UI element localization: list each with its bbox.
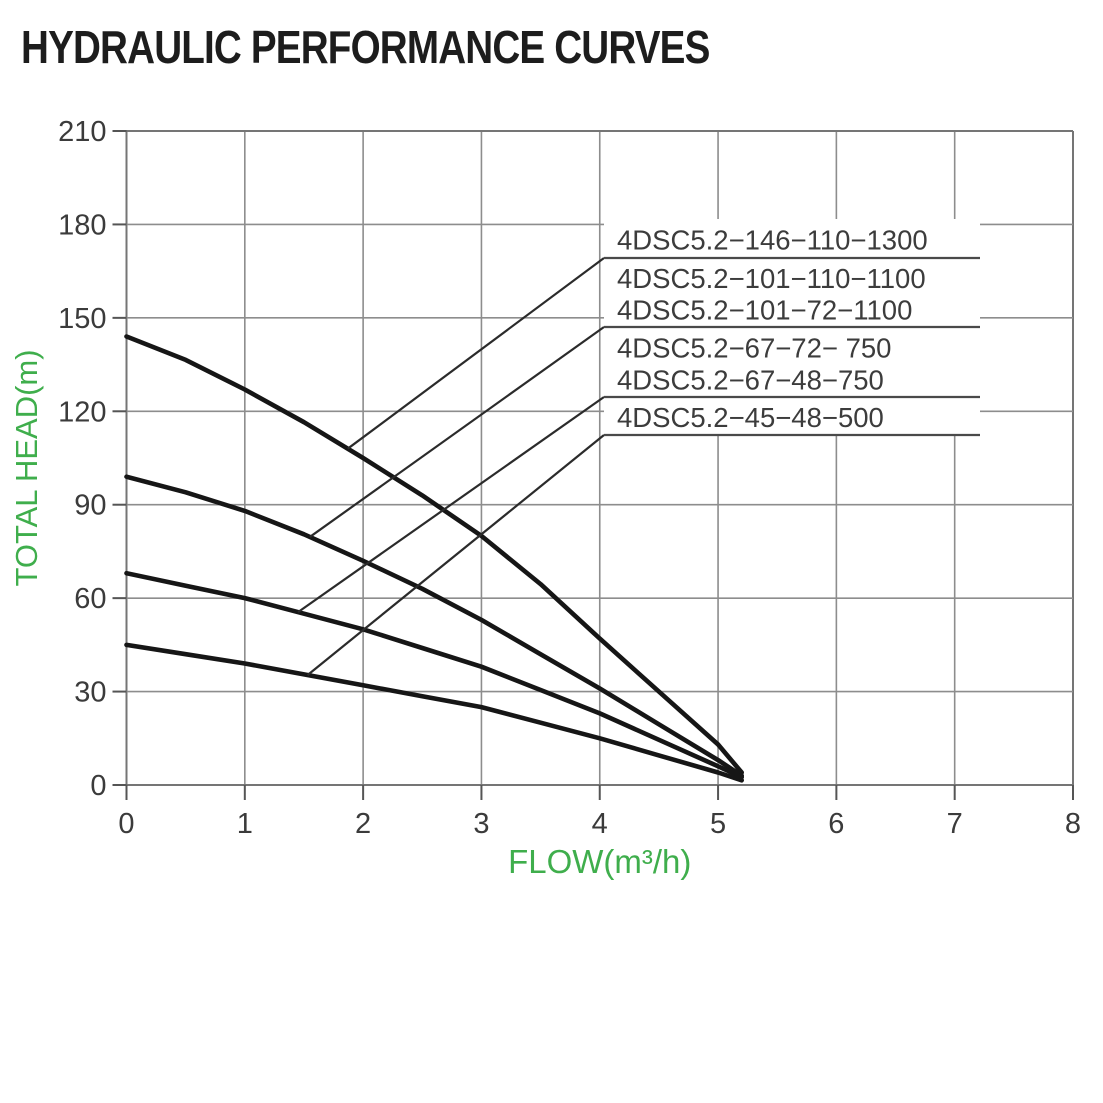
x-tick-label: 8 (1065, 808, 1081, 840)
legend-label: 4DSC5.2−67−72− 750 (617, 333, 891, 364)
pump-curve (124, 570, 744, 780)
x-tick-label: 1 (237, 808, 253, 840)
legend-label: 4DSC5.2−45−48−500 (617, 402, 884, 433)
legend-label: 4DSC5.2−146−110−1300 (617, 225, 928, 256)
legend-leader-line (306, 434, 605, 676)
y-tick-label: 0 (90, 770, 106, 802)
y-axis-title: TOTAL HEAD(m) (9, 349, 44, 586)
pump-curve (124, 642, 744, 783)
pump-curve (124, 474, 744, 778)
page-title: HYDRAULIC PERFORMANCE CURVES (21, 21, 710, 73)
pump-curve (124, 334, 744, 775)
legend-label: 4DSC5.2−67−48−750 (617, 364, 884, 395)
x-tick-label: 0 (118, 808, 134, 840)
y-tick-label: 210 (58, 116, 106, 148)
legend-leader-line (297, 396, 605, 614)
legend-leader-line (347, 257, 605, 450)
x-tick-label: 4 (592, 808, 608, 840)
legend-label: 4DSC5.2−101−72−1100 (617, 295, 912, 326)
x-tick-label: 3 (473, 808, 489, 840)
x-tick-label: 2 (355, 808, 371, 840)
legend-leader-line (309, 326, 605, 538)
y-tick-label: 180 (58, 209, 106, 241)
legend-label: 4DSC5.2−101−110−1100 (617, 263, 926, 294)
x-tick-label: 7 (947, 808, 963, 840)
x-tick-label: 6 (828, 808, 844, 840)
y-tick-label: 60 (74, 583, 106, 615)
y-tick-label: 30 (74, 677, 106, 709)
y-tick-label: 120 (58, 396, 106, 428)
y-tick-label: 90 (74, 490, 106, 522)
x-tick-label: 5 (710, 808, 726, 840)
x-axis-title: FLOW(m³/h) (508, 843, 691, 880)
y-tick-label: 150 (58, 303, 106, 335)
